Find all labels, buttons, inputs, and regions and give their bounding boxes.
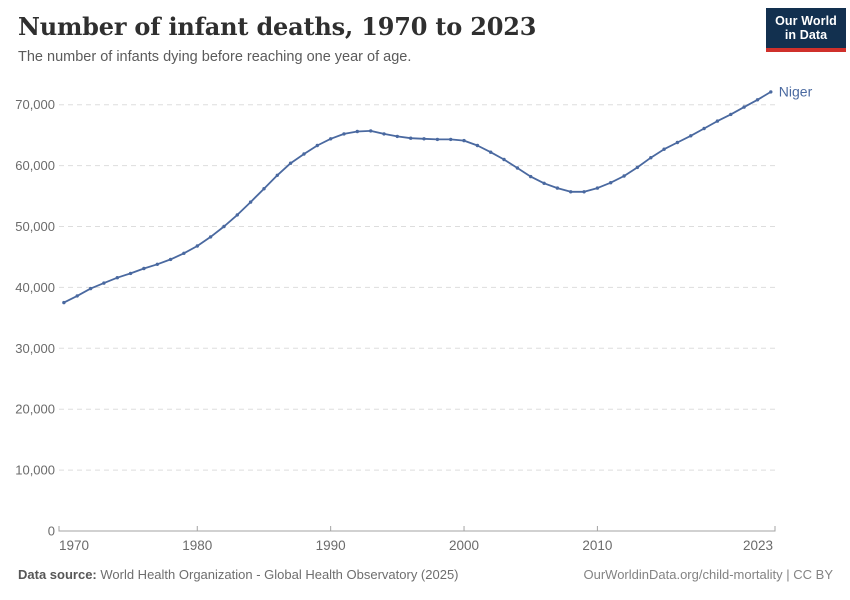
data-point[interactable] <box>395 134 399 139</box>
data-point[interactable] <box>569 190 573 194</box>
data-point[interactable] <box>262 187 266 191</box>
data-point[interactable] <box>128 271 133 276</box>
data-point[interactable] <box>115 276 120 280</box>
data-point[interactable] <box>288 161 293 165</box>
x-axis-line <box>58 526 776 532</box>
data-point[interactable] <box>235 213 239 217</box>
data-point[interactable] <box>609 181 613 185</box>
data-point[interactable] <box>369 129 373 133</box>
data-point[interactable] <box>555 186 560 190</box>
chart-footer: Data source: World Health Organization -… <box>18 567 833 582</box>
data-point[interactable] <box>302 152 306 156</box>
x-axis-tick-label: 1970 <box>59 538 89 553</box>
data-point[interactable] <box>422 137 426 141</box>
data-point[interactable] <box>635 165 640 170</box>
data-point[interactable] <box>75 294 79 298</box>
x-axis-tick-label: 2023 <box>743 538 773 553</box>
series-label: Niger <box>779 83 813 99</box>
data-point[interactable] <box>729 112 733 117</box>
data-source: Data source: World Health Organization -… <box>18 567 459 582</box>
data-point[interactable] <box>88 286 93 291</box>
data-point[interactable] <box>435 137 440 142</box>
data-point[interactable] <box>622 174 626 178</box>
x-axis-tick-label: 1990 <box>316 538 346 553</box>
data-point[interactable] <box>769 90 773 94</box>
data-point[interactable] <box>529 174 533 179</box>
y-axis-tick-label: 60,000 <box>15 158 55 173</box>
data-source-text: World Health Organization - Global Healt… <box>96 567 459 582</box>
data-point[interactable] <box>462 138 466 143</box>
page-title: Number of infant deaths, 1970 to 2023 <box>18 12 537 41</box>
data-point[interactable] <box>715 119 720 123</box>
data-source-label: Data source: <box>18 567 97 582</box>
x-axis-tick-label: 2000 <box>449 538 479 553</box>
y-axis-tick-label: 50,000 <box>15 219 55 234</box>
data-point[interactable] <box>582 190 586 194</box>
data-point[interactable] <box>649 156 653 160</box>
x-axis-tick-label: 2010 <box>582 538 612 553</box>
data-point[interactable] <box>595 186 600 190</box>
data-point[interactable] <box>755 98 760 102</box>
chart-header: Number of infant deaths, 1970 to 2023 Th… <box>18 12 758 65</box>
data-point[interactable] <box>182 251 186 255</box>
owid-logo[interactable]: Our World in Data <box>766 8 846 52</box>
y-axis-tick-label: 10,000 <box>15 463 55 478</box>
data-point[interactable] <box>329 137 333 141</box>
data-point[interactable] <box>208 235 213 239</box>
data-point[interactable] <box>62 300 66 305</box>
data-point[interactable] <box>475 143 480 148</box>
y-axis-tick-label: 30,000 <box>15 341 55 356</box>
data-point[interactable] <box>275 173 279 177</box>
x-axis-tick-label: 1980 <box>182 538 212 553</box>
data-point[interactable] <box>382 132 386 136</box>
owid-link[interactable]: OurWorldinData.org/child-mortality | CC … <box>583 567 834 582</box>
y-axis-tick-label: 70,000 <box>15 97 55 112</box>
y-axis-tick-label: 20,000 <box>15 402 55 417</box>
data-series-line[interactable] <box>63 91 772 304</box>
y-axis-tick-label: 40,000 <box>15 280 55 295</box>
owid-logo-line1: Our World <box>775 14 837 28</box>
data-point[interactable] <box>515 166 520 170</box>
data-point[interactable] <box>155 262 159 266</box>
data-point[interactable] <box>102 281 106 285</box>
data-point[interactable] <box>675 140 680 145</box>
data-point[interactable] <box>168 257 173 262</box>
y-axis-tick-label: 0 <box>48 524 55 539</box>
data-point[interactable] <box>222 224 226 229</box>
data-point[interactable] <box>742 105 746 109</box>
data-point[interactable] <box>542 181 546 185</box>
data-point[interactable] <box>689 134 693 138</box>
data-point[interactable] <box>248 200 253 204</box>
data-point[interactable] <box>355 129 359 134</box>
owid-logo-line2: in Data <box>784 28 828 42</box>
data-point[interactable] <box>142 266 146 271</box>
data-point[interactable] <box>662 147 666 151</box>
data-point[interactable] <box>409 136 413 140</box>
data-point[interactable] <box>702 126 706 131</box>
data-point[interactable] <box>489 150 493 154</box>
data-point[interactable] <box>342 132 346 136</box>
data-point[interactable] <box>502 157 506 162</box>
chart-subtitle: The number of infants dying before reach… <box>18 49 412 65</box>
data-point[interactable] <box>449 137 453 142</box>
data-point[interactable] <box>315 143 319 148</box>
data-point[interactable] <box>195 244 199 248</box>
